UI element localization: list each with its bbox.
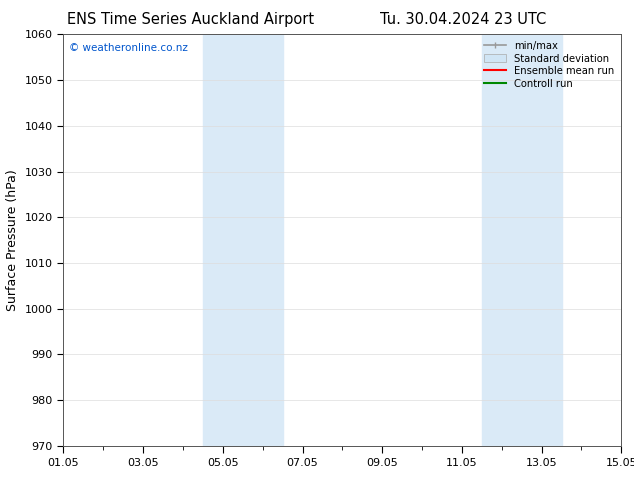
Text: © weatheronline.co.nz: © weatheronline.co.nz <box>69 43 188 52</box>
Y-axis label: Surface Pressure (hPa): Surface Pressure (hPa) <box>6 169 19 311</box>
Text: ENS Time Series Auckland Airport: ENS Time Series Auckland Airport <box>67 12 314 27</box>
Legend: min/max, Standard deviation, Ensemble mean run, Controll run: min/max, Standard deviation, Ensemble me… <box>482 39 616 91</box>
Bar <box>482 34 562 446</box>
Text: Tu. 30.04.2024 23 UTC: Tu. 30.04.2024 23 UTC <box>380 12 546 27</box>
Bar <box>203 34 283 446</box>
